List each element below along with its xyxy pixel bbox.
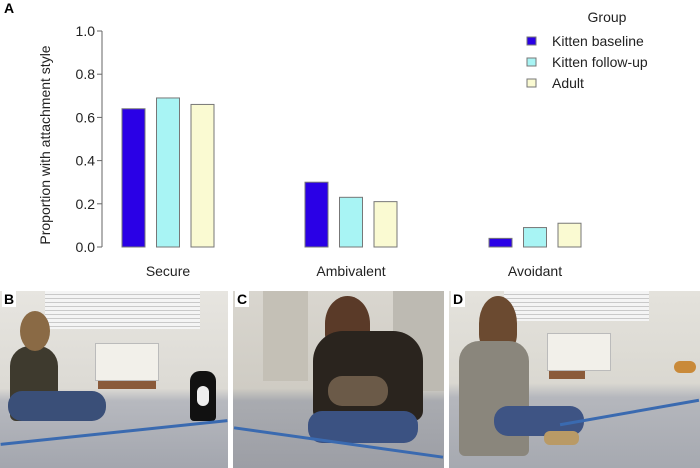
bar-avoidant-0 (488, 237, 513, 248)
bar-ambivalent-0 (304, 181, 329, 248)
bar-ambivalent-2 (373, 201, 398, 248)
bars (121, 97, 582, 248)
category-label: Ambivalent (316, 263, 385, 279)
y-tick-label: 0.4 (76, 153, 96, 169)
y-tick-label: 1.0 (76, 23, 96, 39)
y-tick-label: 0.0 (76, 239, 96, 255)
bar-ambivalent-1 (339, 196, 363, 248)
bar-secure-1 (156, 97, 180, 248)
panel-label-d: D (451, 291, 466, 307)
legend-swatch (526, 78, 537, 88)
legend: Group Kitten baseline Kitten follow-up Adul… (526, 9, 648, 91)
category-label: Avoidant (508, 263, 562, 279)
bar-avoidant-1 (523, 227, 547, 248)
y-axis-label: Proportion with attachment style (37, 45, 53, 244)
y-tick-label: 0.6 (76, 109, 96, 125)
y-tick-label: 0.8 (76, 66, 96, 82)
bar-secure-2 (190, 103, 215, 248)
category-label: Secure (146, 263, 191, 279)
panel-label-c: C (235, 291, 250, 307)
bar-avoidant-2 (557, 222, 582, 248)
legend-title: Group (588, 9, 627, 25)
bar-chart: 0.0 0.2 0.4 0.6 0.8 1.0 Secure Ambivalent Avoid… (37, 9, 648, 279)
legend-label: Kitten baseline (552, 33, 644, 49)
y-axis: 0.0 0.2 0.4 0.6 0.8 1.0 (76, 23, 103, 255)
category-labels: Secure Ambivalent Avoidant (146, 263, 562, 279)
photo-woman-with-cat-b (0, 291, 228, 468)
panel-label-a: A (2, 0, 17, 16)
photo-woman-seated-d (449, 291, 700, 468)
bar-secure-0 (121, 108, 146, 248)
y-tick-label: 0.2 (76, 196, 96, 212)
legend-swatch (526, 57, 537, 67)
legend-label: Adult (552, 75, 584, 91)
legend-label: Kitten follow-up (552, 54, 648, 70)
legend-swatch (526, 36, 537, 46)
panel-label-b: B (2, 291, 17, 307)
photo-woman-holding-cat-c (233, 291, 444, 468)
